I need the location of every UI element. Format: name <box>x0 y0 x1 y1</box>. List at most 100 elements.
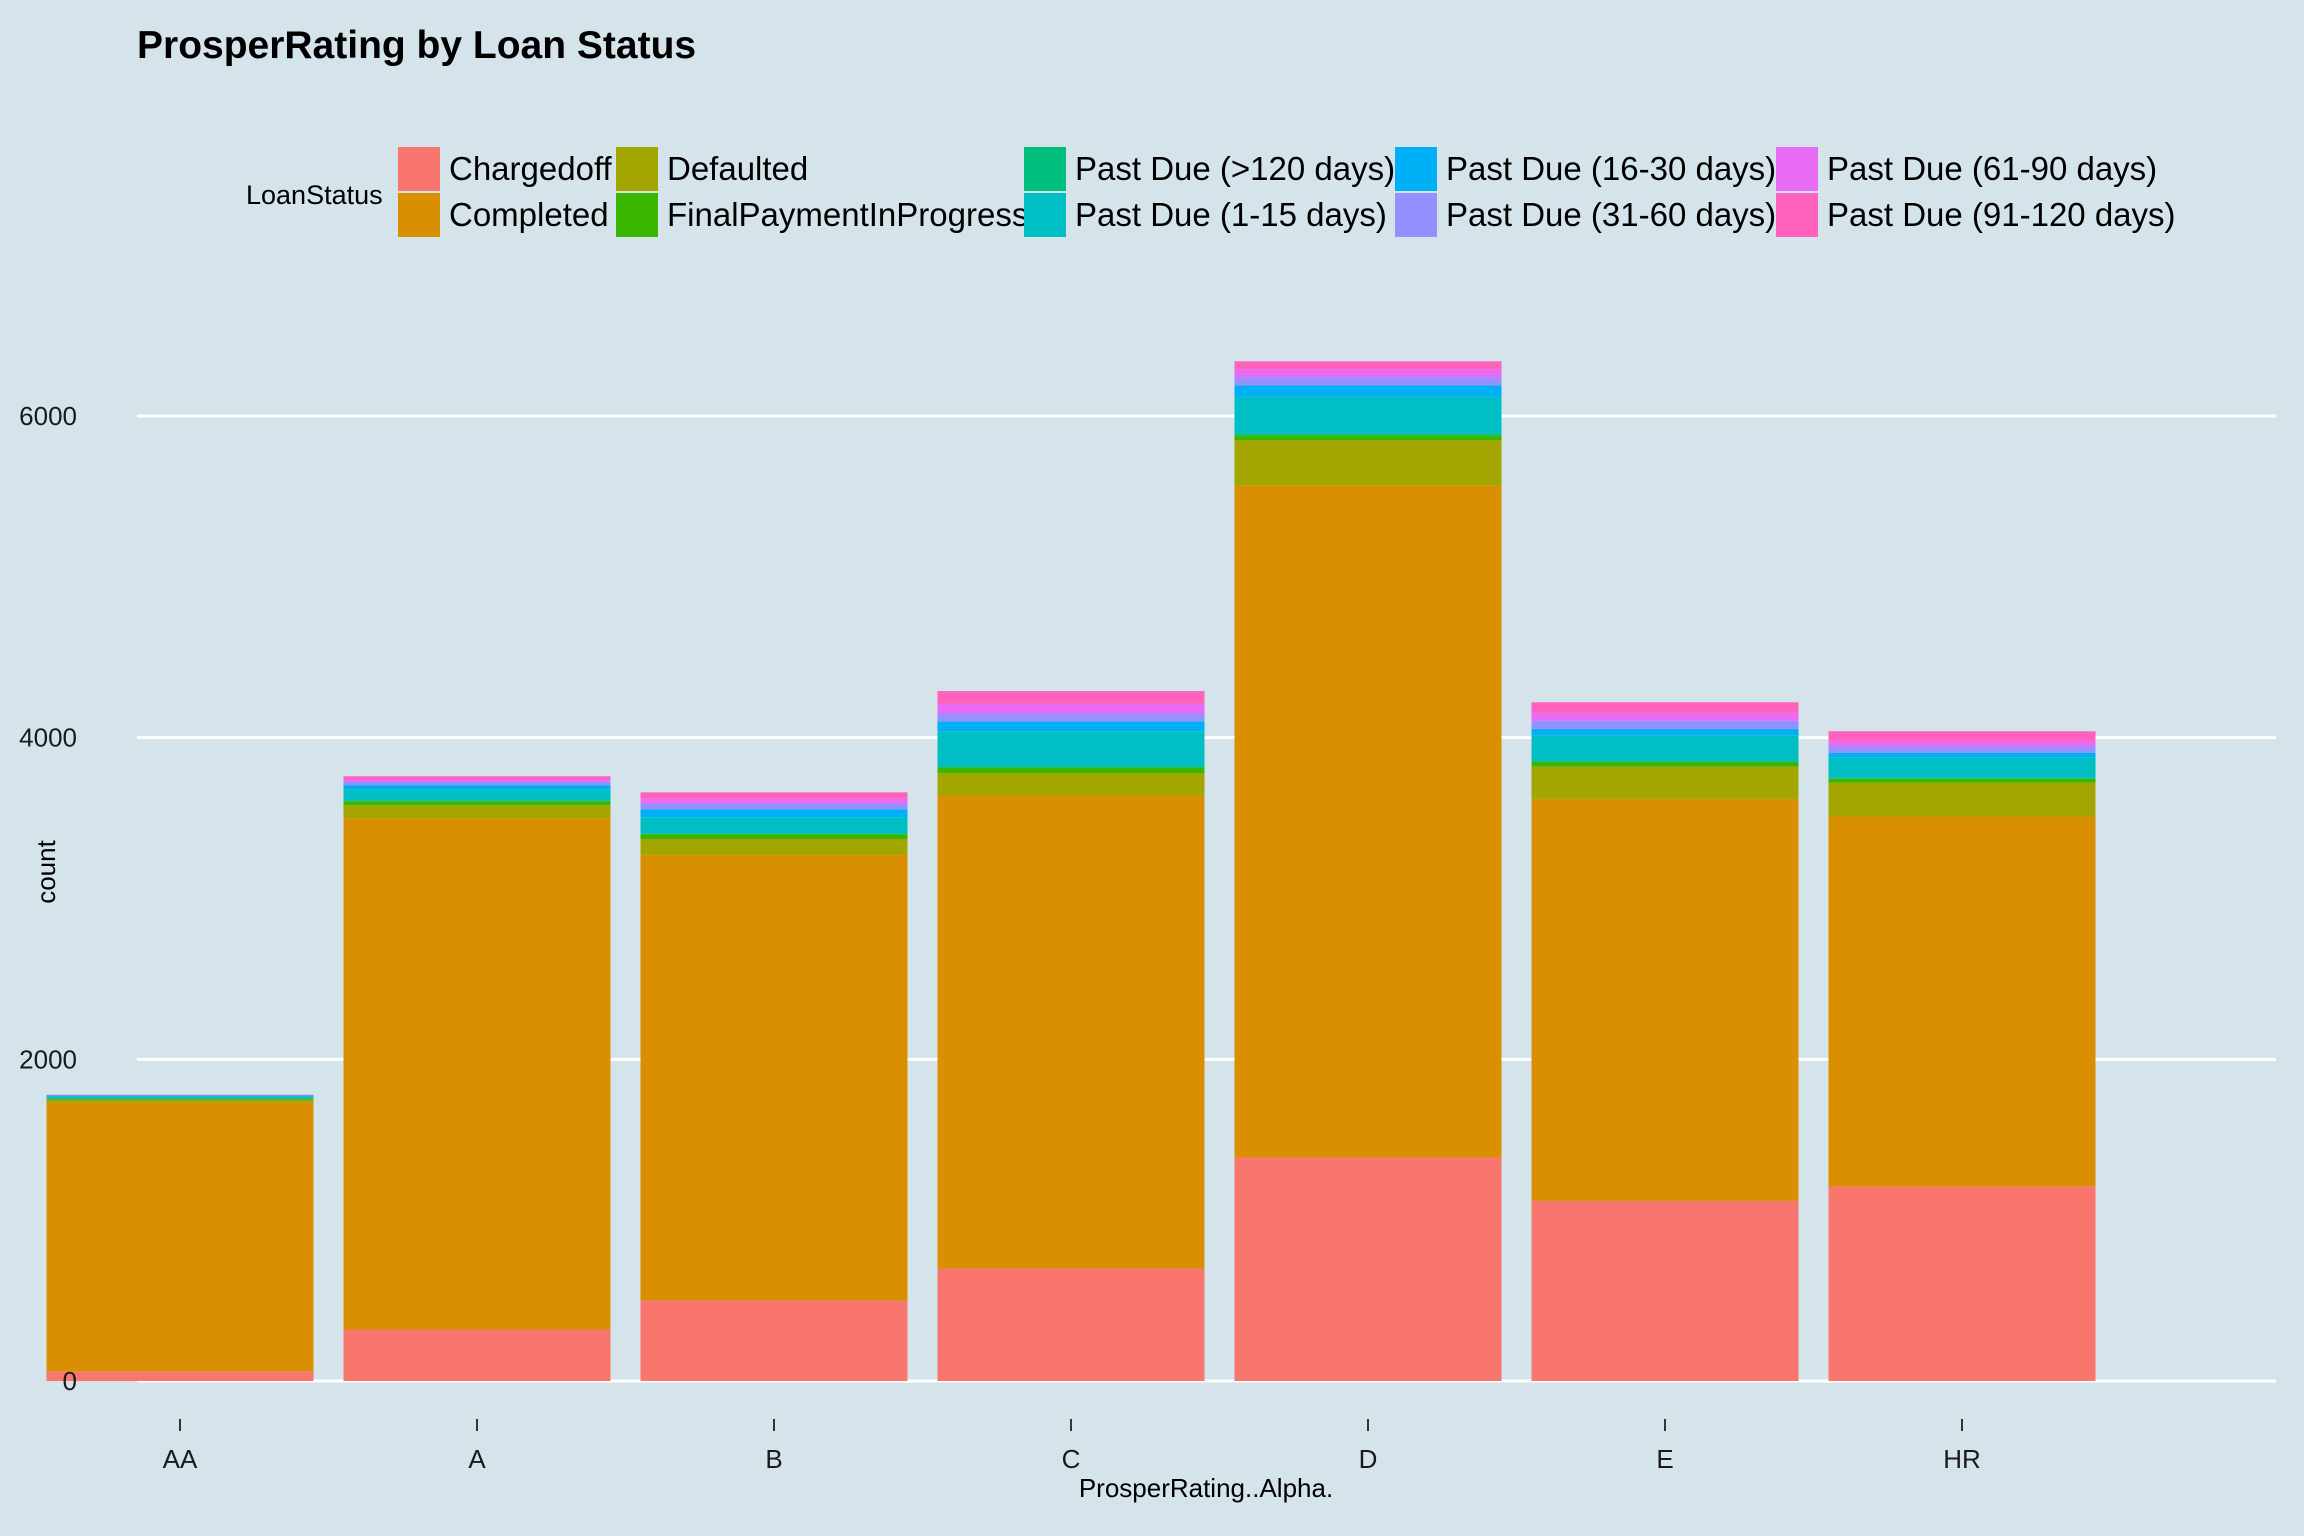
y-tick-label: 4000 <box>19 723 77 753</box>
bar-segment-E-9 <box>1531 702 1799 713</box>
bar-segment-B-2 <box>640 838 908 856</box>
bar-segment-A-5 <box>343 789 611 801</box>
bar-segment-HR-0 <box>1828 1186 2096 1381</box>
bar-segment-HR-4 <box>1828 777 2096 779</box>
bars <box>46 361 2096 1381</box>
bar-segment-AA-3 <box>46 1098 314 1100</box>
bar-segment-A-6 <box>343 785 611 790</box>
bar-segment-E-6 <box>1531 728 1799 736</box>
bar-segment-B-9 <box>640 792 908 799</box>
bar-segment-D-4 <box>1234 433 1502 436</box>
x-tick-label: HR <box>1943 1444 1981 1474</box>
bar-segment-HR-9 <box>1828 731 2096 741</box>
bar-segment-E-8 <box>1531 712 1799 721</box>
bar-segment-AA-1 <box>46 1102 314 1372</box>
bar-segment-B-7 <box>640 803 908 810</box>
bar-segment-D-1 <box>1234 485 1502 1158</box>
bar-segment-B-1 <box>640 855 908 1301</box>
legend-item: Past Due (>120 days) <box>1024 146 1395 192</box>
legend-swatch <box>1395 193 1437 237</box>
legend-item: Past Due (61-90 days) <box>1776 146 2157 192</box>
legend-swatch <box>398 193 440 237</box>
bar-segment-C-4 <box>937 766 1205 768</box>
legend-swatch <box>398 147 440 191</box>
bar-segment-HR-6 <box>1828 752 2096 758</box>
legend-label: Past Due (31-60 days) <box>1446 196 1777 233</box>
bar-segment-B-5 <box>640 817 908 834</box>
bar-segment-C-2 <box>937 773 1205 796</box>
chart-title: ProsperRating by Loan Status <box>137 24 697 67</box>
bar-segment-AA-5 <box>46 1096 314 1099</box>
bar-segment-HR-5 <box>1828 757 2096 778</box>
legend-label: Past Due (91-120 days) <box>1827 196 2176 233</box>
legend-label: Past Due (>120 days) <box>1075 150 1396 187</box>
bar-segment-AA-6 <box>46 1095 314 1097</box>
legend-item: Past Due (16-30 days) <box>1395 146 1776 192</box>
legend: LoanStatus Chargedoff Completed Defaulted F… <box>246 146 2246 242</box>
legend-item: Defaulted <box>616 146 808 192</box>
legend-swatch <box>1024 193 1066 237</box>
bar-segment-HR-7 <box>1828 746 2096 753</box>
bar-segment-C-8 <box>937 703 1205 714</box>
bar-segment-C-9 <box>937 691 1205 704</box>
x-tick-label: D <box>1359 1444 1378 1474</box>
bar-segment-C-1 <box>937 795 1205 1269</box>
bar-segment-C-0 <box>937 1268 1205 1381</box>
bar-segment-A-3 <box>343 801 611 806</box>
legend-swatch <box>1776 147 1818 191</box>
bar-segment-D-3 <box>1234 435 1502 441</box>
legend-swatch <box>616 193 658 237</box>
legend-item: Past Due (91-120 days) <box>1776 192 2176 238</box>
y-axis-label: count <box>31 839 61 903</box>
bar-segment-AA-2 <box>46 1099 314 1103</box>
bar-segment-A-0 <box>343 1329 611 1381</box>
bar-segment-E-1 <box>1531 798 1799 1201</box>
legend-swatch <box>1776 193 1818 237</box>
legend-swatch <box>1395 147 1437 191</box>
legend-label: Chargedoff <box>449 150 612 187</box>
bar-segment-AA-7 <box>46 1095 314 1096</box>
legend-swatch <box>616 147 658 191</box>
legend-item: Chargedoff <box>398 146 612 192</box>
x-tick-label: C <box>1062 1444 1081 1474</box>
bar-segment-A-9 <box>343 776 611 780</box>
bar-segment-B-4 <box>640 833 908 835</box>
bar-segment-A-4 <box>343 800 611 802</box>
bar-segment-E-0 <box>1531 1200 1799 1381</box>
bar-segment-E-3 <box>1531 761 1799 767</box>
legend-item: Completed <box>398 192 609 238</box>
bar-segment-C-7 <box>937 713 1205 722</box>
bar-segment-HR-2 <box>1828 782 2096 817</box>
bar-segment-D-0 <box>1234 1157 1502 1381</box>
bar-segment-E-7 <box>1531 720 1799 729</box>
bar-segment-AA-8 <box>46 1094 314 1096</box>
bar-segment-D-7 <box>1234 377 1502 386</box>
legend-label: Past Due (1-15 days) <box>1075 196 1387 233</box>
bar-segment-HR-3 <box>1828 778 2096 783</box>
x-tick-label: E <box>1656 1444 1673 1474</box>
bar-segment-E-5 <box>1531 735 1799 761</box>
legend-label: Past Due (16-30 days) <box>1446 150 1777 187</box>
bar-segment-A-8 <box>343 779 611 782</box>
bar-segment-D-6 <box>1234 385 1502 397</box>
bar-segment-B-8 <box>640 798 908 804</box>
legend-item: Past Due (31-60 days) <box>1395 192 1776 238</box>
bar-segment-D-5 <box>1234 396 1502 434</box>
bar-segment-D-8 <box>1234 369 1502 378</box>
legend-item: Past Due (1-15 days) <box>1024 192 1387 238</box>
bar-segment-C-5 <box>937 731 1205 767</box>
bar-segment-E-2 <box>1531 766 1799 799</box>
bar-segment-D-9 <box>1234 361 1502 370</box>
x-tick-label: AA <box>163 1444 198 1474</box>
legend-label: Defaulted <box>667 150 809 187</box>
bar-segment-B-6 <box>640 809 908 818</box>
bar-segment-C-6 <box>937 721 1205 732</box>
legend-label: Past Due (61-90 days) <box>1827 150 2158 187</box>
bar-segment-AA-0 <box>46 1371 314 1381</box>
legend-swatch <box>1024 147 1066 191</box>
x-axis-label: ProsperRating..Alpha. <box>1079 1473 1333 1503</box>
x-tick-label: B <box>765 1444 782 1474</box>
legend-title: LoanStatus <box>246 180 383 210</box>
bar-segment-B-3 <box>640 834 908 839</box>
